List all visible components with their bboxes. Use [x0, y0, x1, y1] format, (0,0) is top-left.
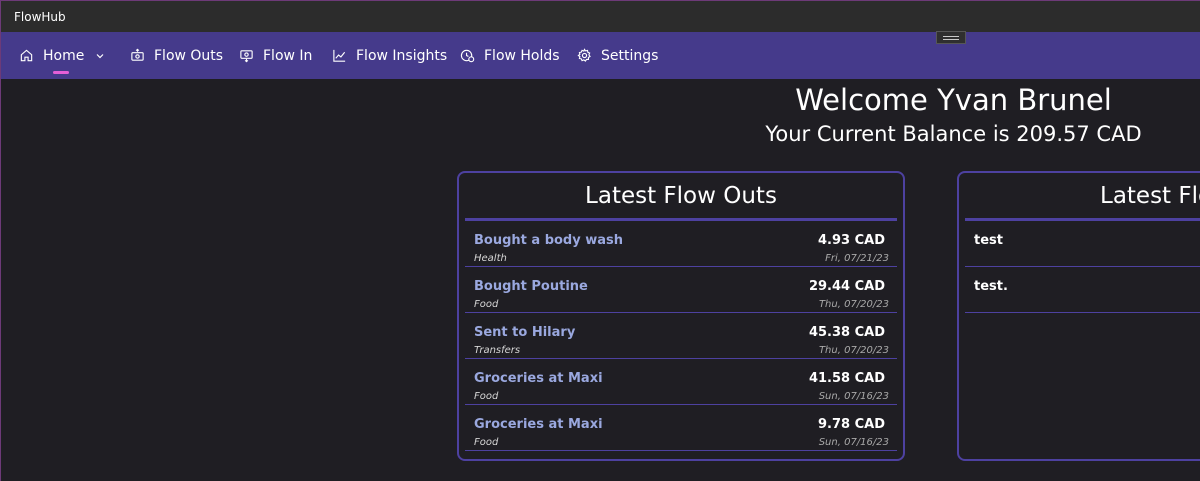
nav-label-settings: Settings [601, 47, 659, 64]
chevron-down-icon[interactable] [94, 50, 106, 62]
latest-flow-outs-card: Latest Flow Outs Bought a body wash Heal… [457, 171, 905, 461]
list-item[interactable]: Sent to Hilary Transfers 45.38 CAD Thu, … [465, 313, 897, 359]
item-category: Food [474, 299, 499, 310]
app-title: FlowHub [14, 10, 66, 24]
nav-label-flow-in: Flow In [263, 47, 313, 64]
list-item[interactable]: Bought Poutine Food 29.44 CAD Thu, 07/20… [465, 267, 897, 313]
item-amount: 45.38 CAD [808, 325, 885, 340]
item-category: Food [474, 391, 499, 402]
list-item[interactable]: test. [965, 267, 1200, 313]
nav-label-flow-outs: Flow Outs [154, 47, 224, 64]
clock-money-icon [459, 48, 475, 64]
item-date: Sun, 07/16/23 [818, 391, 889, 402]
item-amount: 9.78 CAD [818, 417, 885, 432]
nav-label-flow-holds: Flow Holds [484, 47, 560, 64]
card-divider [965, 218, 1200, 221]
nav-label-home: Home [43, 47, 85, 64]
item-title: Sent to Hilary [474, 325, 576, 340]
list-item[interactable]: Groceries at Maxi Food 41.58 CAD Sun, 07… [465, 359, 897, 405]
flow-outs-list: Bought a body wash Health 4.93 CAD Fri, … [465, 221, 897, 451]
nav-item-home[interactable]: Home [18, 32, 106, 79]
home-icon [18, 48, 34, 64]
chart-icon [331, 48, 347, 64]
balance-text: Your Current Balance is 209.57 CAD [765, 122, 1142, 146]
item-amount: 4.93 CAD [818, 233, 885, 248]
list-item[interactable]: Bought a body wash Health 4.93 CAD Fri, … [465, 221, 897, 267]
welcome-heading: Welcome Yvan Brunel [795, 83, 1112, 117]
nav-label-flow-insights: Flow Insights [356, 47, 448, 64]
item-date: Fri, 07/21/23 [825, 253, 889, 264]
title-bar[interactable]: FlowHub [1, 1, 1200, 32]
nav-item-settings[interactable]: Settings [576, 32, 658, 79]
item-category: Health [474, 253, 507, 264]
money-in-icon [238, 48, 254, 64]
list-item[interactable]: Groceries at Maxi Food 9.78 CAD Sun, 07/… [465, 405, 897, 451]
nav-item-flow-outs[interactable]: Flow Outs [129, 32, 223, 79]
flow-ins-list: test test. [965, 221, 1200, 313]
item-title: Groceries at Maxi [474, 371, 603, 386]
item-date: Sun, 07/16/23 [818, 437, 889, 448]
card-title: Latest Flow Outs [585, 183, 777, 209]
item-category: Food [474, 437, 499, 448]
item-category: Transfers [474, 345, 521, 356]
latest-flow-ins-card: Latest Flo test test. [957, 171, 1200, 461]
item-title: Bought Poutine [474, 279, 588, 294]
item-title: Groceries at Maxi [474, 417, 603, 432]
item-date: Thu, 07/20/23 [818, 299, 889, 310]
item-amount: 41.58 CAD [808, 371, 885, 386]
nav-bar: Home Flow Outs [1, 32, 1200, 79]
card-title: Latest Flo [1100, 183, 1200, 209]
card-divider [465, 218, 897, 221]
selected-tab-indicator [53, 71, 69, 74]
nav-item-flow-insights[interactable]: Flow Insights [331, 32, 447, 79]
item-title: test. [974, 279, 1008, 294]
item-title: test [974, 233, 1003, 248]
item-title: Bought a body wash [474, 233, 624, 248]
drag-handle[interactable] [936, 31, 966, 44]
gear-icon [576, 48, 592, 64]
nav-item-flow-holds[interactable]: Flow Holds [459, 32, 560, 79]
list-item[interactable]: test [965, 221, 1200, 267]
money-out-icon [129, 48, 145, 64]
item-date: Thu, 07/20/23 [818, 345, 889, 356]
nav-item-flow-in[interactable]: Flow In [238, 32, 312, 79]
item-amount: 29.44 CAD [808, 279, 885, 294]
